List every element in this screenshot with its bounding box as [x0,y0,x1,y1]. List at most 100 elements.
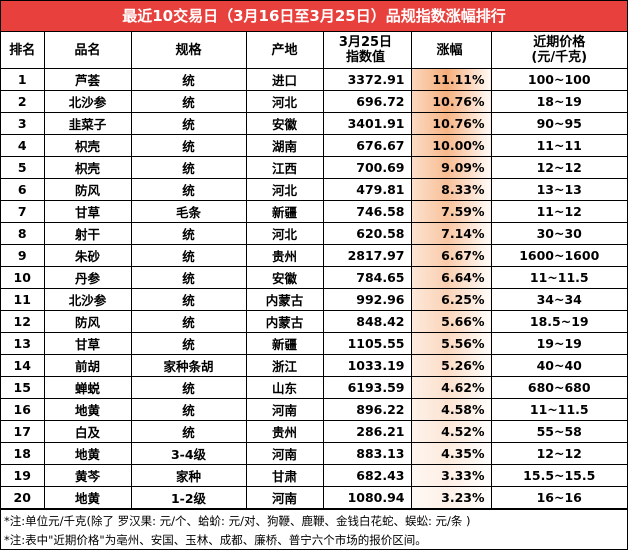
table-cell: 统 [130,310,247,333]
table-row: 12 防风统内蒙古 848.42 5.66% 18.5~19 [1,310,627,333]
table-cell: 6 [1,178,45,201]
table-cell: 5.66% [410,310,492,333]
table-cell: 11 [1,288,45,311]
table-cell: 安徽 [245,112,324,135]
table-row: 19 黄芩 家种 甘肃 682.43 3.33% 15.5~15.5 [1,464,627,487]
table-cell: 地黄 [43,398,132,421]
table-cell: 11~11.5 [490,398,627,421]
table-cell: 8.33% [410,178,492,201]
table-cell: 甘肃 [245,464,324,487]
table-cell: 1105.55 [322,332,412,355]
table-cell: 19~19 [490,332,627,355]
table-cell: 9 [1,244,45,267]
table-cell: 统 [130,222,247,245]
table-cell: 湖南 [245,134,324,157]
table-cell: 4.62% [410,376,492,399]
header-line: 近期价格 [533,35,586,50]
table-cell: 枳壳 [43,156,132,179]
ranking-table: 排名 品名 规格 产地 3月25日 指数值 涨幅 近期价格 (元/千克) 1 芦荟统进口 3372.… [1,32,627,509]
table-row: 11 北沙参统内蒙古 992.96 6.25% 34~34 [1,288,627,311]
table-cell: 700.69 [322,156,412,179]
table-cell: 安徽 [245,266,324,289]
header-line: 指数值 [345,50,385,65]
table-cell: 家种条胡 [130,354,247,377]
table-cell: 河北 [245,178,324,201]
table-cell: 统 [130,420,247,443]
table-cell: 毛条 [130,200,247,223]
table-cell: 3401.91 [322,112,412,135]
table-cell: 5 [1,156,45,179]
table-cell: 1-2级 [130,486,247,509]
table-cell: 朱砂 [43,244,132,267]
table-cell: 18.5~19 [490,310,627,333]
table-cell: 30~30 [490,222,627,245]
header-cell: 规格 [130,32,247,69]
table-cell: 统 [130,288,247,311]
table-cell: 286.21 [322,420,412,443]
table-body: 1 芦荟统进口 3372.91 11.11% 100~100 2 北沙参统河北 696.72 1… [1,68,627,509]
table-cell: 1 [1,68,45,91]
table-cell: 白及 [43,420,132,443]
notes: *注:单位元/千克(除了 罗汉果: 元/个、蛤蚧: 元/对、狗鞭、鹿鞭、金钱白花… [1,509,627,549]
table-cell: 676.67 [322,134,412,157]
table-row: 4 枳壳统湖南 676.67 10.00% 11~11 [1,134,627,157]
table-cell: 6.67% [410,244,492,267]
table-cell: 蝉蜕 [43,376,132,399]
table-cell: 12 [1,310,45,333]
table-cell: 芦荟 [43,68,132,91]
table-cell: 13 [1,332,45,355]
note: *注:表中"近期价格"为亳州、安国、玉林、成都、廉桥、普宁六个市场的报价区间。 [4,533,427,547]
table-cell: 2817.97 [322,244,412,267]
table-cell: 1600~1600 [490,244,627,267]
table-cell: 14 [1,354,45,377]
table-cell: 统 [130,266,247,289]
table-cell: 统 [130,90,247,113]
header-cell: 近期价格 (元/千克) [490,32,627,69]
table-row: 5 枳壳统江西 700.69 9.09% 12~12 [1,156,627,179]
table-cell: 河南 [245,442,324,465]
table-cell: 11.11% [410,68,492,91]
table-cell: 620.58 [322,222,412,245]
table-cell: 17 [1,420,45,443]
table-row: 13 甘草统新疆 1105.55 5.56% 19~19 [1,332,627,355]
table-cell: 统 [130,244,247,267]
table-cell: 内蒙古 [245,310,324,333]
table-row: 20 地黄 1-2级 河南 1080.94 3.23% 16~16 [1,486,627,509]
table-row: 10 丹参统安徽 784.65 6.64% 11~11.5 [1,266,627,289]
table-cell: 丹参 [43,266,132,289]
table-cell: 8 [1,222,45,245]
header-line: 3月25日 [338,35,393,50]
header-line: (元/千克) [531,50,588,65]
table-cell: 6193.59 [322,376,412,399]
table-cell: 山东 [245,376,324,399]
table-cell: 防风 [43,310,132,333]
table-row: 3 韭菜子统安徽 3401.91 10.76% 90~95 [1,112,627,135]
table-cell: 10.00% [410,134,492,157]
table-row: 1 芦荟统进口 3372.91 11.11% 100~100 [1,68,627,91]
table-cell: 贵州 [245,420,324,443]
table-row: 18 地黄 3-4级 河南 883.13 4.35% 12~12 [1,442,627,465]
table-cell: 甘草 [43,332,132,355]
table-row: 8 射干统河北 620.58 7.14% 30~30 [1,222,627,245]
table-cell: 10.76% [410,90,492,113]
table-cell: 统 [130,68,247,91]
table-cell: 3 [1,112,45,135]
table-cell: 55~58 [490,420,627,443]
table-cell: 10 [1,266,45,289]
table-cell: 680~680 [490,376,627,399]
table-cell: 7 [1,200,45,223]
table-cell: 6.25% [410,288,492,311]
table-cell: 射干 [43,222,132,245]
table-cell: 7.59% [410,200,492,223]
table-cell: 新疆 [245,200,324,223]
table-header: 排名 品名 规格 产地 3月25日 指数值 涨幅 近期价格 (元/千克) [1,32,627,69]
table-row: 6 防风统河北 479.81 8.33% 13~13 [1,178,627,201]
table-cell: 3-4级 [130,442,247,465]
table-cell: 4 [1,134,45,157]
table-cell: 3372.91 [322,68,412,91]
table-cell: 4.58% [410,398,492,421]
header-cell: 涨幅 [410,32,492,69]
table-cell: 韭菜子 [43,112,132,135]
table-cell: 统 [130,332,247,355]
table-cell: 11~11.5 [490,266,627,289]
